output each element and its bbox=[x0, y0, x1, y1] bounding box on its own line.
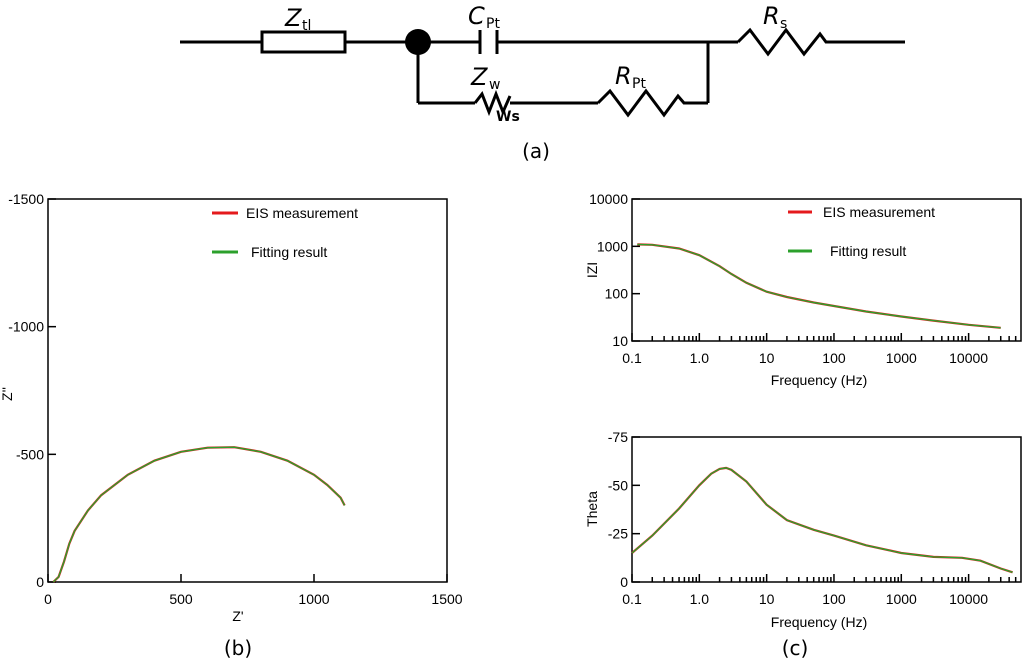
nyquist-xtick-label: 500 bbox=[169, 591, 193, 607]
nyquist-series bbox=[52, 446, 346, 583]
bode-legend-measurement: EIS measurement bbox=[823, 204, 935, 220]
nyquist-y-label: Z'' bbox=[0, 387, 15, 401]
label-rs-sub: s bbox=[780, 16, 787, 32]
bode-phase-ytick-label: 0 bbox=[620, 574, 628, 590]
label-warburg: Ws bbox=[496, 109, 520, 125]
bode-magnitude-xtick-label: 10000 bbox=[949, 350, 988, 366]
nyquist-ytick-label: 0 bbox=[36, 574, 44, 590]
bode-magnitude-ytick-label: 1000 bbox=[597, 238, 628, 254]
bode-magnitude-chart: 0.1 1.0 10 100 1000 10000 10 100 1000 10000 Frequ… bbox=[584, 191, 1022, 388]
bode-phase-ytick-label: -50 bbox=[608, 477, 628, 493]
label-cpt-main: C bbox=[468, 2, 485, 30]
bode-phase-ticks: 0.1 1.0 10 100 1000 10000 0 -25 -50 -75 bbox=[608, 429, 1017, 607]
bode-phase-chart: 0.1 1.0 10 100 1000 10000 0 -25 -50 -75 Frequency… bbox=[584, 429, 1022, 660]
nyquist-chart: 0 500 1000 1500 0 -500 -1000 -1500 Z' Z'' EIS m… bbox=[0, 191, 463, 660]
label-rs-main: R bbox=[763, 2, 780, 30]
nyquist-ytick-label: -500 bbox=[16, 446, 44, 462]
nyquist-legend-measurement: EIS measurement bbox=[246, 205, 358, 221]
bode-phase-ytick-label: -75 bbox=[608, 429, 628, 445]
bode-phase-xtick-label: 100 bbox=[822, 591, 846, 607]
nyquist-legend-fit: Fitting result bbox=[251, 244, 327, 260]
label-rpt-main: R bbox=[615, 62, 632, 90]
bode-magnitude-xtick-label: 0.1 bbox=[622, 350, 642, 366]
bode-phase-xtick-label: 1.0 bbox=[690, 591, 710, 607]
bode-magnitude-xtick-label: 100 bbox=[822, 350, 846, 366]
bode-phase-plot-frame bbox=[631, 436, 1022, 583]
bode-magnitude-series-measurement bbox=[637, 243, 1001, 329]
bode-magnitude-y-label: IZI bbox=[584, 262, 600, 278]
resistor-box-ztl bbox=[260, 30, 347, 54]
bode-phase-ytick-label: -25 bbox=[608, 526, 628, 542]
caption-c: (c) bbox=[782, 636, 809, 660]
bode-phase-series-fit bbox=[631, 467, 1013, 573]
resistor-zigzag-rpt bbox=[596, 88, 708, 118]
bode-magnitude-ticks: 0.1 1.0 10 100 1000 10000 10 100 1000 10000 bbox=[589, 191, 1017, 366]
circuit-diagram bbox=[180, 27, 905, 118]
bode-magnitude-xtick-label: 1000 bbox=[886, 350, 917, 366]
bode-phase-x-label: Frequency (Hz) bbox=[771, 614, 867, 630]
bode-phase-series bbox=[631, 466, 1013, 574]
bode-magnitude-xtick-label: 1.0 bbox=[690, 350, 710, 366]
nyquist-series-fit bbox=[52, 446, 346, 583]
nyquist-xtick-label: 1500 bbox=[431, 591, 462, 607]
nyquist-xtick-label: 0 bbox=[44, 591, 52, 607]
bode-magnitude-xtick-label: 10 bbox=[759, 350, 775, 366]
label-rpt-sub: Pt bbox=[632, 76, 646, 92]
caption-a: (a) bbox=[522, 139, 550, 163]
bode-magnitude-series-fit bbox=[637, 243, 1001, 329]
bode-magnitude-ytick-label: 10 bbox=[612, 333, 628, 349]
nyquist-x-label: Z' bbox=[232, 608, 243, 624]
label-cpt-sub: Pt bbox=[486, 16, 500, 32]
bode-magnitude-series bbox=[637, 243, 1001, 329]
bode-magnitude-ytick-label: 100 bbox=[605, 286, 629, 302]
nyquist-plot-frame bbox=[47, 198, 448, 583]
bode-magnitude-x-label: Frequency (Hz) bbox=[771, 372, 867, 388]
warburg-zigzag bbox=[473, 89, 512, 117]
caption-b: (b) bbox=[224, 636, 252, 660]
bode-phase-y-label: Theta bbox=[584, 491, 600, 527]
label-zw-sub: w bbox=[489, 77, 500, 93]
nyquist-xtick-label: 1000 bbox=[298, 591, 329, 607]
bode-phase-series-measurement bbox=[631, 466, 1013, 574]
resistor-zigzag-rs bbox=[736, 27, 905, 57]
nyquist-ytick-label: -1500 bbox=[8, 191, 44, 207]
nyquist-ytick-label: -1000 bbox=[8, 319, 44, 335]
label-ztl-main: Z bbox=[284, 4, 302, 32]
bode-magnitude-plot-frame bbox=[631, 198, 1022, 342]
bode-phase-xtick-label: 10 bbox=[759, 591, 775, 607]
junction-node bbox=[405, 29, 431, 55]
bode-phase-xtick-label: 0.1 bbox=[622, 591, 642, 607]
bode-legend-fit: Fitting result bbox=[830, 243, 906, 259]
bode-phase-xtick-label: 1000 bbox=[886, 591, 917, 607]
bode-phase-xtick-label: 10000 bbox=[949, 591, 988, 607]
label-ztl-sub: tl bbox=[302, 18, 311, 34]
label-zw-main: Z bbox=[470, 63, 488, 91]
bode-magnitude-ytick-label: 10000 bbox=[589, 191, 628, 207]
nyquist-ticks: 0 500 1000 1500 0 -500 -1000 -1500 bbox=[8, 191, 463, 607]
